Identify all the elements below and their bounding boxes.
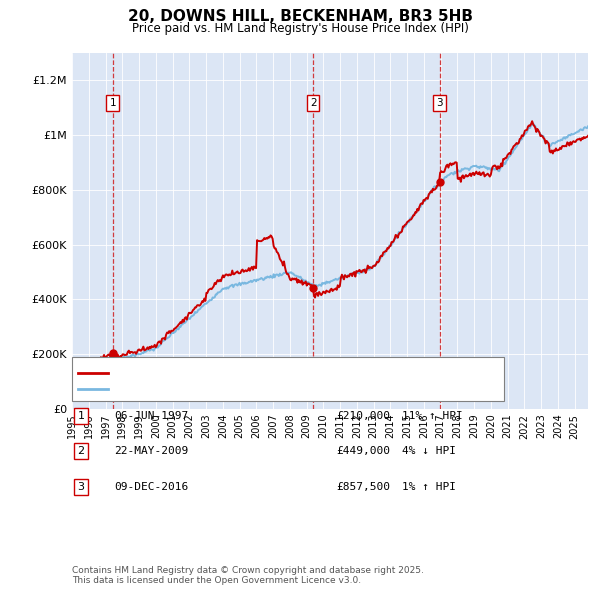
Text: 20, DOWNS HILL, BECKENHAM, BR3 5HB (detached house): 20, DOWNS HILL, BECKENHAM, BR3 5HB (deta… [114, 369, 419, 378]
Text: 09-DEC-2016: 09-DEC-2016 [114, 482, 188, 491]
Text: 3: 3 [436, 98, 443, 108]
Text: 1: 1 [77, 411, 85, 421]
Text: 2: 2 [77, 447, 85, 456]
Text: 1: 1 [109, 98, 116, 108]
Text: 2: 2 [310, 98, 316, 108]
Text: Price paid vs. HM Land Registry's House Price Index (HPI): Price paid vs. HM Land Registry's House … [131, 22, 469, 35]
Text: £449,000: £449,000 [336, 447, 390, 456]
Text: This data is licensed under the Open Government Licence v3.0.: This data is licensed under the Open Gov… [72, 576, 361, 585]
Text: 3: 3 [77, 482, 85, 491]
Text: 20, DOWNS HILL, BECKENHAM, BR3 5HB: 20, DOWNS HILL, BECKENHAM, BR3 5HB [128, 9, 473, 24]
Text: £857,500: £857,500 [336, 482, 390, 491]
Text: 4% ↓ HPI: 4% ↓ HPI [402, 447, 456, 456]
Text: 06-JUN-1997: 06-JUN-1997 [114, 411, 188, 421]
Text: 22-MAY-2009: 22-MAY-2009 [114, 447, 188, 456]
Text: Contains HM Land Registry data © Crown copyright and database right 2025.: Contains HM Land Registry data © Crown c… [72, 566, 424, 575]
Text: £210,000: £210,000 [336, 411, 390, 421]
Text: 11% ↑ HPI: 11% ↑ HPI [402, 411, 463, 421]
Text: HPI: Average price, detached house, Bromley: HPI: Average price, detached house, Brom… [114, 384, 350, 394]
Text: 1% ↑ HPI: 1% ↑ HPI [402, 482, 456, 491]
